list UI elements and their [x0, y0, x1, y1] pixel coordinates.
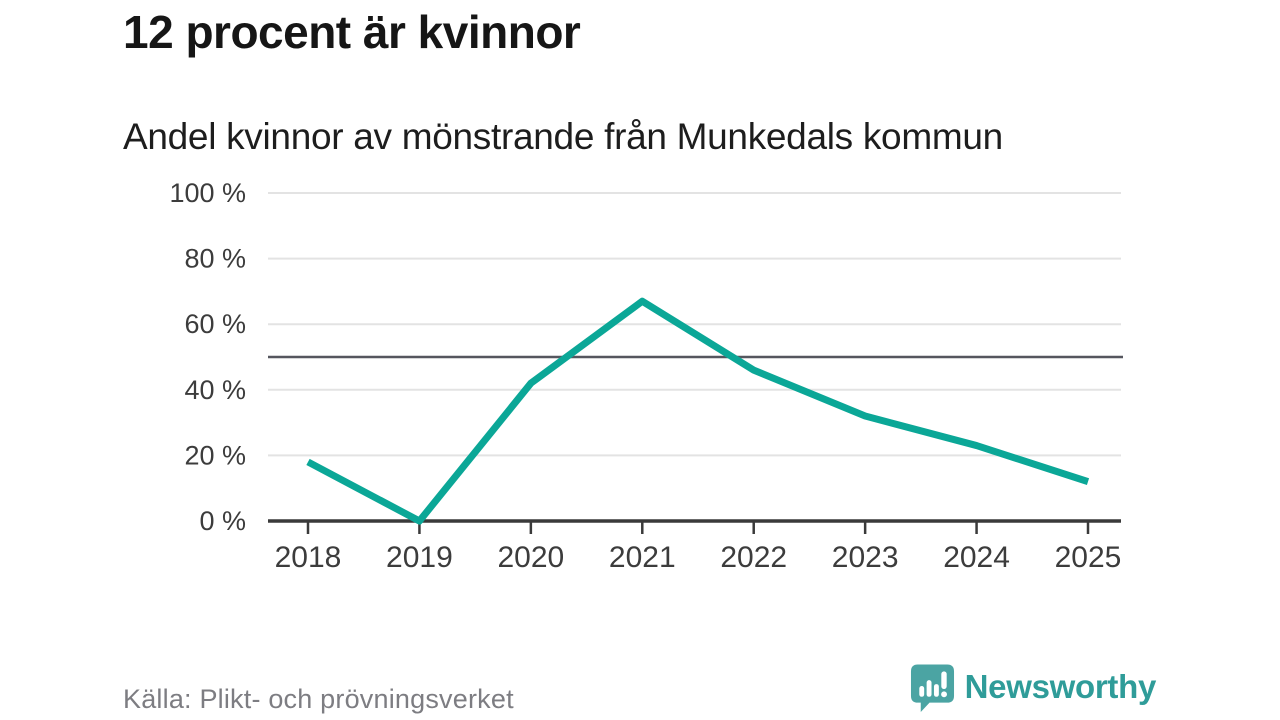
svg-text:40 %: 40 % [184, 375, 246, 405]
chart-subtitle: Andel kvinnor av mönstrande från Munkeda… [123, 116, 1003, 157]
svg-text:20 %: 20 % [184, 440, 246, 470]
newsworthy-bar-chart-badge-icon [910, 664, 954, 712]
svg-text:80 %: 80 % [184, 244, 246, 274]
svg-text:2019: 2019 [386, 541, 453, 574]
svg-text:100 %: 100 % [169, 178, 246, 208]
x-axis [268, 519, 1121, 534]
x-axis-labels: 2018 2019 2020 2021 2022 2023 2024 2025 [275, 541, 1122, 574]
y-axis-labels: 0 % 20 % 40 % 60 % 80 % 100 % [169, 178, 246, 536]
svg-text:2023: 2023 [832, 541, 899, 574]
svg-text:2025: 2025 [1055, 541, 1122, 574]
line-chart-svg: 0 % 20 % 40 % 60 % 80 % 100 % 2018 2019 2020 202… [169, 178, 1123, 574]
newsworthy-wordmark: Newsworthy [964, 667, 1157, 705]
data-line-series [306, 297, 1090, 525]
line-chart: 0 % 20 % 40 % 60 % 80 % 100 % 2018 2019 2020 202… [0, 175, 1280, 600]
svg-text:60 %: 60 % [184, 309, 246, 339]
svg-text:2024: 2024 [943, 541, 1010, 574]
source-caption: Källa: Plikt- och prövningsverket [123, 684, 514, 714]
newsworthy-logo: Newsworthy [910, 663, 1156, 713]
svg-text:2022: 2022 [720, 541, 787, 574]
svg-text:2020: 2020 [497, 541, 564, 574]
page-title: 12 procent är kvinnor [123, 6, 581, 58]
svg-text:2021: 2021 [609, 541, 676, 574]
svg-text:0 %: 0 % [199, 506, 246, 536]
svg-text:2018: 2018 [275, 541, 342, 574]
gridlines [268, 192, 1121, 457]
